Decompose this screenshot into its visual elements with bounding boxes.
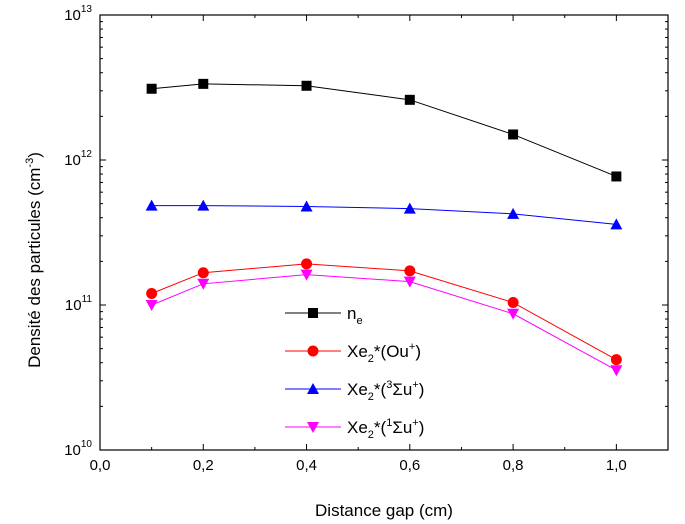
y-tick-label: 1011 [65,294,93,314]
x-axis-label: Distance gap (cm) [315,501,453,520]
y-tick-base: 10 [65,297,82,314]
legend-label-part: ) [419,380,425,399]
legend-label-part: *( [374,418,387,437]
series-triangle-up [145,199,623,230]
y-tick-label: 1013 [64,4,92,24]
data-point [404,94,415,105]
legend-marker [307,422,319,433]
legend-label-part: *( [374,380,387,399]
legend-label: ne [347,304,363,327]
legend-label-part: 3 [386,379,392,391]
series-circle [146,258,622,366]
legend-label-part: ) [415,342,421,361]
y-tick-exponent: 11 [82,294,93,305]
data-point [146,288,158,300]
y-tick-label: 1012 [64,149,92,169]
data-point [198,78,209,89]
data-point [611,171,622,182]
data-point [197,199,210,211]
legend-label-part: + [412,379,418,391]
series-line [151,274,617,371]
legend-label-part: 1 [386,417,392,429]
data-point [610,354,622,366]
y-tick-exponent: 10 [81,439,93,450]
legend-label-part: 2 [368,391,374,403]
legend-label-part: Xe [347,342,368,361]
y-tick-base: 10 [64,7,81,24]
legend-label-part: 2 [368,353,374,365]
legend-marker [307,383,319,394]
legend-label-part: Xe [347,380,368,399]
legend-label: Xe2*(Ou+) [347,341,421,365]
legend-label-part: Σu [392,380,412,399]
x-tick-label: 0,6 [399,457,420,474]
data-point [301,80,312,91]
legend-label-part: + [412,417,418,429]
legend-label: Xe2*(3Σu+) [347,379,424,403]
data-point [300,200,313,212]
y-tick-base: 10 [64,152,81,169]
data-point [404,265,416,277]
y-axis-label-close: ) [25,152,44,158]
x-tick-label: 0,4 [296,457,317,474]
data-point [146,83,157,94]
series-line [151,83,617,177]
legend-item: Xe2*(3Σu+) [285,379,424,403]
y-tick-exponent: 13 [81,4,93,15]
data-point [300,269,313,281]
legend-label-part: Xe [347,418,368,437]
data-point [145,300,158,311]
x-tick-label: 0,8 [503,457,524,474]
legend-item: Xe2*(Ou+) [285,341,421,365]
series-line [151,205,617,225]
x-tick-label: 0,0 [90,457,111,474]
x-tick-label: 1,0 [606,457,627,474]
legend-marker [308,308,318,318]
data-point [610,218,623,230]
data-point [145,199,158,211]
data-point [197,267,209,279]
legend-label-part: Σu [392,418,412,437]
legend-item: Xe2*(1Σu+) [285,417,424,441]
y-axis-label-main: Densité des particules (cm [25,168,44,368]
data-point [403,202,416,214]
data-point [197,278,210,290]
data-point [508,129,519,140]
y-tick-base: 10 [64,442,81,459]
series [145,78,623,377]
series-triangle-down [145,269,623,377]
plot-frame [99,14,669,451]
data-point [403,276,416,288]
data-point [301,258,313,270]
legend-label-part: ) [419,418,425,437]
series-line [151,263,617,361]
legend-label-part: + [409,341,415,353]
legend-label: Xe2*(1Σu+) [347,417,424,441]
data-point [507,297,519,309]
x-tick-label: 0,2 [193,457,214,474]
legend-item: ne [285,304,363,327]
legend-label-part: 2 [368,429,374,441]
legend-label-part: e [356,315,362,327]
y-tick-label: 1010 [64,439,92,459]
legend-label-part: n [347,304,356,323]
legend-marker [307,345,319,357]
data-point [507,207,520,219]
series-square [146,78,622,182]
plot-border [99,14,669,451]
legend-label-part: *(Ou [374,342,409,361]
y-axis-label: Densité des particules (cm-3) [24,152,44,368]
y-tick-exponent: 12 [81,149,93,160]
y-axis-label-exponent: -3 [24,158,36,168]
data-point [610,365,623,377]
data-point [507,308,520,320]
